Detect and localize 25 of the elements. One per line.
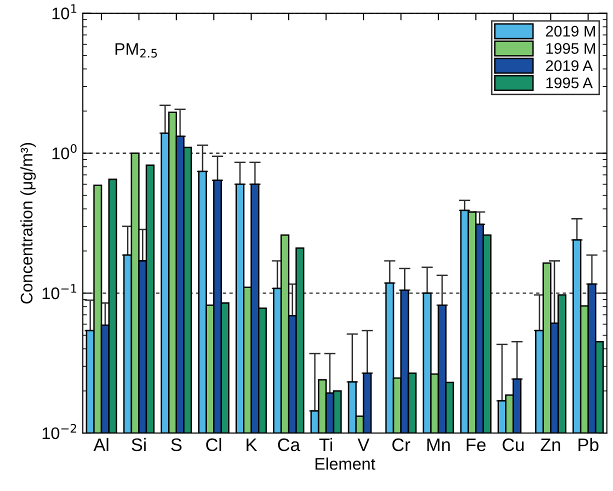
x-tick-label: Ti bbox=[319, 438, 332, 452]
x-tick-label: K bbox=[246, 438, 258, 452]
x-tick-label: Mn bbox=[427, 438, 450, 452]
x-tick-label: Ca bbox=[278, 438, 300, 452]
y-axis-title: Concentration (μg/m³) bbox=[20, 142, 36, 304]
y-tick-label: 10$^{0}$ bbox=[52, 144, 77, 160]
x-tick-label: Cl bbox=[206, 438, 222, 452]
x-tick-label: Cu bbox=[502, 438, 524, 452]
x-tick-label: Zn bbox=[540, 438, 560, 452]
x-tick-label: Pb bbox=[578, 438, 598, 452]
y-tick-label: 10$^{1}$ bbox=[52, 4, 76, 20]
x-axis-title: Element bbox=[316, 458, 376, 470]
legend-label: 1995 M bbox=[546, 43, 595, 54]
x-tick-label: S bbox=[171, 438, 182, 452]
annotation: PM$_{2.5}$ bbox=[116, 43, 157, 58]
x-tick-label: V bbox=[358, 438, 370, 452]
legend-label: 2019 A bbox=[546, 60, 593, 72]
y-tick-label: 10$^{−1}$ bbox=[42, 284, 76, 300]
x-tick-label: Si bbox=[132, 438, 146, 452]
legend-label: 1995 A bbox=[546, 77, 593, 88]
x-tick-label: Cr bbox=[392, 438, 410, 452]
y-tick-label: 10$^{−2}$ bbox=[42, 424, 76, 440]
legend-label: 2019 M bbox=[546, 26, 595, 37]
x-tick-label: Al bbox=[93, 438, 108, 452]
x-tick-label: Fe bbox=[466, 438, 486, 452]
